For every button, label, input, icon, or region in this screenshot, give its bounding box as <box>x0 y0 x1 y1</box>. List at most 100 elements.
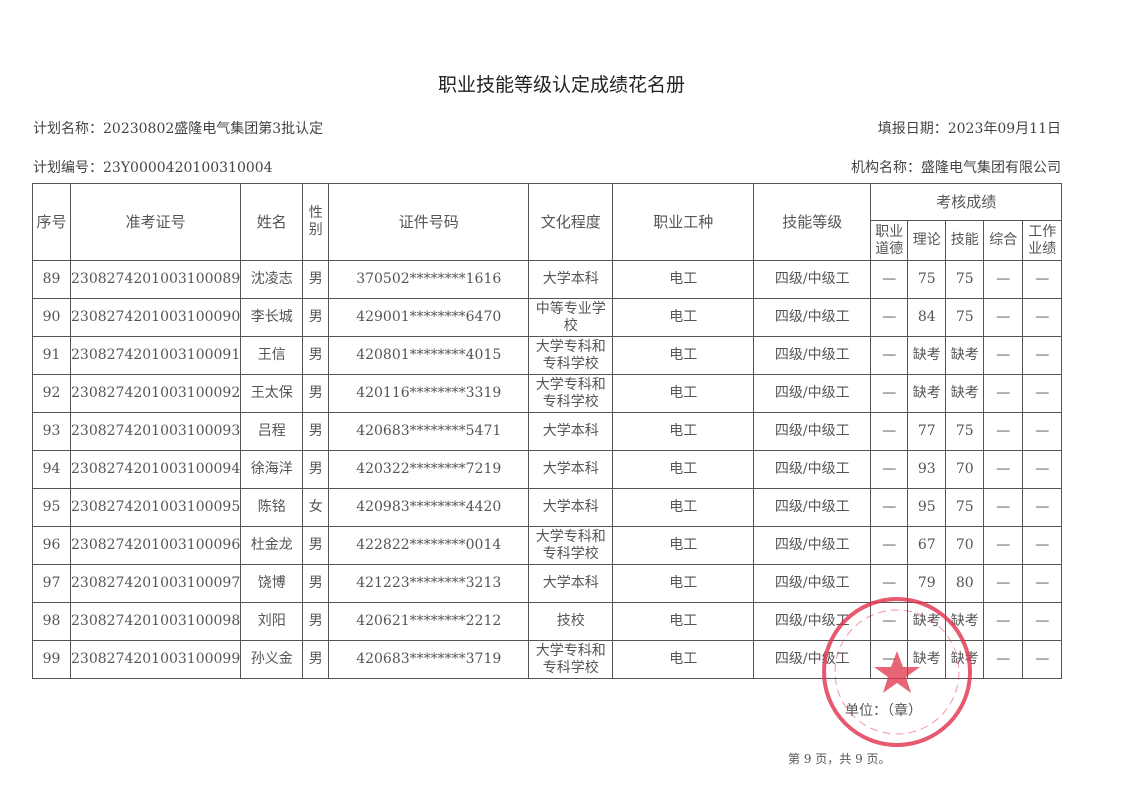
cell-seq: 91 <box>32 336 71 375</box>
cell-id: 420621********2212 <box>328 602 530 641</box>
cell-overall: — <box>983 602 1024 641</box>
cell-id: 420116********3319 <box>328 374 530 413</box>
cell-ethics: — <box>870 412 909 451</box>
cell-seq: 94 <box>32 450 71 489</box>
cell-id: 370502********1616 <box>328 260 530 299</box>
table-row: 98 2308274201003100098 刘阳男 420621********22… <box>32 602 1063 641</box>
cell-edu: 大学本科 <box>528 260 614 299</box>
cell-edu: 大学本科 <box>528 488 614 527</box>
cell-level: 四级/中级工 <box>753 450 872 489</box>
cell-level: 四级/中级工 <box>753 260 872 299</box>
cell-job: 电工 <box>612 298 755 337</box>
cell-work: — <box>1022 488 1063 527</box>
header-skill: 技能 <box>945 220 985 261</box>
org-name: 机构名称：盛隆电气集团有限公司 <box>851 160 1061 176</box>
plan-number: 计划编号：23Y0000420100310004 <box>33 160 273 176</box>
cell-seq: 89 <box>32 260 71 299</box>
cell-name: 李长城 <box>240 298 304 337</box>
cell-job: 电工 <box>612 412 755 451</box>
cell-gender: 男 <box>302 412 330 451</box>
cell-level: 四级/中级工 <box>753 374 872 413</box>
cell-overall: — <box>983 640 1024 679</box>
header-theory: 理论 <box>907 220 947 261</box>
cell-edu: 大学专科和专科学校 <box>528 526 614 565</box>
cell-job: 电工 <box>612 450 755 489</box>
header-level: 技能等级 <box>753 183 872 261</box>
cell-name: 沈凌志 <box>240 260 304 299</box>
cell-name: 陈铭 <box>240 488 304 527</box>
cell-overall: — <box>983 374 1024 413</box>
cell-edu: 大学本科 <box>528 450 614 489</box>
cell-overall: — <box>983 488 1024 527</box>
cell-seq: 97 <box>32 564 71 603</box>
cell-seq: 90 <box>32 298 71 337</box>
cell-work: — <box>1022 374 1063 413</box>
cell-job: 电工 <box>612 336 755 375</box>
cell-ticket: 2308274201003100099 <box>69 640 242 679</box>
cell-gender: 男 <box>302 640 330 679</box>
cell-skill: 75 <box>945 298 985 337</box>
cell-theory: 67 <box>907 526 947 565</box>
cell-ethics: — <box>870 336 909 375</box>
cell-name: 徐海洋 <box>240 450 304 489</box>
cell-gender: 男 <box>302 298 330 337</box>
cell-work: — <box>1022 450 1063 489</box>
table-row: 93 2308274201003100093 吕程男 420683********54… <box>32 412 1063 451</box>
cell-ethics: — <box>870 640 909 679</box>
cell-ticket: 2308274201003100094 <box>69 450 242 489</box>
cell-theory: 缺考 <box>907 336 947 375</box>
cell-overall: — <box>983 298 1024 337</box>
cell-job: 电工 <box>612 640 755 679</box>
cell-overall: — <box>983 260 1024 299</box>
table-row: 89 2308274201003100089 沈凌志男 370502********1… <box>32 260 1063 299</box>
cell-work: — <box>1022 526 1063 565</box>
cell-job: 电工 <box>612 564 755 603</box>
cell-ticket: 2308274201003100089 <box>69 260 242 299</box>
unit-seal-label: 单位：（章） <box>845 703 922 719</box>
cell-skill: 70 <box>945 450 985 489</box>
table-row: 91 2308274201003100091 王信男 420801********40… <box>32 336 1063 375</box>
header-gender: 性别 <box>302 183 330 261</box>
cell-skill: 75 <box>945 488 985 527</box>
cell-overall: — <box>983 564 1024 603</box>
cell-job: 电工 <box>612 602 755 641</box>
cell-skill: 缺考 <box>945 640 985 679</box>
cell-seq: 92 <box>32 374 71 413</box>
cell-work: — <box>1022 260 1063 299</box>
cell-skill: 75 <box>945 412 985 451</box>
cell-skill: 75 <box>945 260 985 299</box>
cell-job: 电工 <box>612 526 755 565</box>
table-row: 99 2308274201003100099 孙义金男 420683********3… <box>32 640 1063 679</box>
cell-ethics: — <box>870 526 909 565</box>
cell-theory: 缺考 <box>907 640 947 679</box>
cell-skill: 缺考 <box>945 602 985 641</box>
cell-gender: 男 <box>302 260 330 299</box>
cell-ticket: 2308274201003100090 <box>69 298 242 337</box>
cell-theory: 84 <box>907 298 947 337</box>
cell-work: — <box>1022 602 1063 641</box>
cell-gender: 男 <box>302 564 330 603</box>
cell-work: — <box>1022 298 1063 337</box>
cell-name: 吕程 <box>240 412 304 451</box>
cell-gender: 男 <box>302 336 330 375</box>
cell-gender: 女 <box>302 488 330 527</box>
cell-job: 电工 <box>612 260 755 299</box>
cell-edu: 大学专科和专科学校 <box>528 374 614 413</box>
cell-level: 四级/中级工 <box>753 564 872 603</box>
cell-ticket: 2308274201003100098 <box>69 602 242 641</box>
cell-ticket: 2308274201003100096 <box>69 526 242 565</box>
table-row: 95 2308274201003100095 陈铭女 420983********44… <box>32 488 1063 527</box>
cell-gender: 男 <box>302 526 330 565</box>
table-row: 92 2308274201003100092 王太保男 420116********3… <box>32 374 1063 413</box>
table-row: 94 2308274201003100094 徐海洋男 420322********7… <box>32 450 1063 489</box>
cell-ethics: — <box>870 298 909 337</box>
cell-ethics: — <box>870 374 909 413</box>
cell-edu: 大学专科和专科学校 <box>528 640 614 679</box>
header-edu: 文化程度 <box>528 183 614 261</box>
cell-work: — <box>1022 336 1063 375</box>
header-ethics: 职业道德 <box>870 220 909 261</box>
cell-theory: 93 <box>907 450 947 489</box>
cell-level: 四级/中级工 <box>753 526 872 565</box>
cell-ticket: 2308274201003100093 <box>69 412 242 451</box>
table-row: 96 2308274201003100096 杜金龙男 422822********0… <box>32 526 1063 565</box>
